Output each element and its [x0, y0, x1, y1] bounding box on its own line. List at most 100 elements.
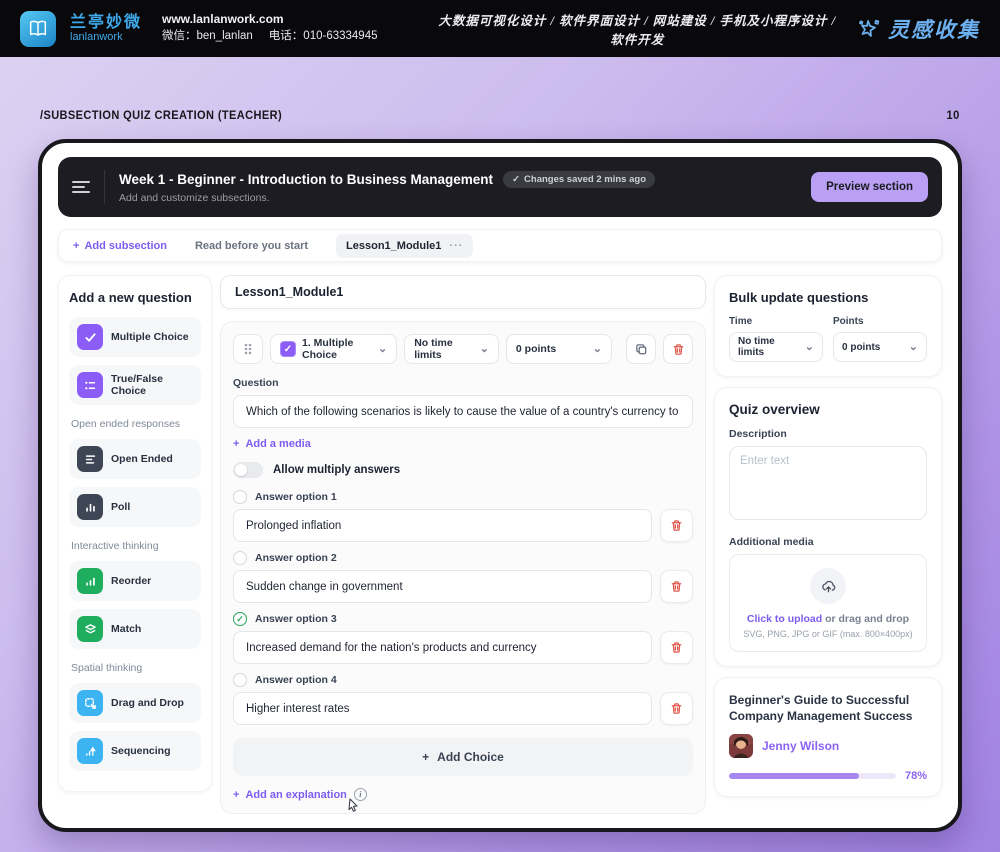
page-number: 10 — [946, 110, 960, 122]
avatar — [729, 734, 753, 759]
plus-icon: + — [233, 788, 240, 801]
sequencing-icon — [77, 738, 103, 764]
add-media-button[interactable]: + Add a media — [233, 438, 311, 450]
collect-logo-text: 灵感收集 — [888, 17, 980, 42]
course-title: Beginner's Guide to Successful Company M… — [729, 693, 913, 724]
chevron-down-icon: ⌄ — [479, 342, 489, 355]
bulk-points-select[interactable]: 0 points ⌄ — [833, 332, 927, 362]
correct-answer-radio-selected[interactable]: ✓ — [233, 612, 247, 626]
palette-title: Add a new question — [69, 290, 192, 305]
info-icon: i — [353, 788, 367, 801]
correct-answer-radio[interactable] — [233, 551, 247, 565]
click-to-upload-link[interactable]: Click to upload — [746, 613, 823, 625]
check-icon: ✓ — [512, 173, 521, 185]
additional-media-label: Additional media — [729, 536, 814, 548]
breadcrumb: /SUBSECTION QUIZ CREATION (TEACHER) — [40, 110, 283, 122]
palette-item-poll[interactable]: Poll — [69, 487, 201, 527]
description-textarea[interactable] — [729, 446, 927, 520]
media-upload-dropzone[interactable]: Click to upload or drag and drop SVG, PN… — [729, 554, 927, 652]
page-caption-row: /SUBSECTION QUIZ CREATION (TEACHER) 10 — [0, 110, 1000, 122]
correct-answer-radio[interactable] — [233, 673, 247, 687]
add-choice-button[interactable]: + Add Choice — [233, 738, 693, 776]
palette-item-sequencing[interactable]: Sequencing — [69, 731, 201, 771]
allow-multiple-label: Allow multiply answers — [273, 464, 401, 476]
upload-cloud-icon — [810, 568, 846, 604]
delete-question-button[interactable] — [663, 334, 693, 364]
brand-english: lanlanwork — [70, 31, 123, 44]
drag-drop-icon — [77, 690, 103, 716]
delete-option-button[interactable] — [660, 692, 693, 725]
answer-input[interactable] — [233, 631, 652, 664]
chevron-down-icon: ⌄ — [804, 340, 814, 353]
palette-item-open-ended[interactable]: Open Ended — [69, 439, 201, 479]
palette-item-drag-drop[interactable]: Drag and Drop — [69, 683, 201, 723]
lanlanwork-logo-icon — [20, 10, 56, 47]
palette-item-true-false[interactable]: True/False Choice — [69, 365, 201, 405]
bulk-time-select[interactable]: No time limits ⌄ — [729, 332, 823, 362]
correct-answer-radio[interactable] — [233, 490, 247, 504]
preview-section-button[interactable]: Preview section — [811, 172, 928, 202]
poll-icon — [77, 494, 103, 520]
tab-read-before-you-start[interactable]: Read before you start — [194, 239, 309, 252]
tab-options-icon[interactable]: ··· — [449, 239, 464, 252]
palette-item-match[interactable]: Match — [69, 609, 201, 649]
section-title: Week 1 - Beginner - Introduction to Busi… — [119, 171, 494, 187]
author-name[interactable]: Jenny Wilson — [762, 739, 840, 754]
delete-option-button[interactable] — [660, 570, 693, 603]
tab-lesson1-module1[interactable]: Lesson1_Module1 ··· — [336, 233, 474, 258]
brand-name: 兰亭妙微 lanlanwork — [70, 14, 142, 44]
answer-option-row: ✓ Answer option 3 — [233, 612, 693, 664]
bulk-update-card: Bulk update questions Time No time limit… — [714, 275, 942, 377]
time-label: Time — [729, 316, 753, 327]
question-toolbar: ✓ 1. Multiple Choice ⌄ No time limits ⌄ … — [233, 334, 693, 364]
duplicate-question-button[interactable] — [626, 334, 656, 364]
services-tagline: 大数据可视化设计 / 软件界面设计 / 网站建设 / 手机及小程序设计 / 软件… — [438, 13, 837, 47]
collect-logo: 灵感收集 — [857, 14, 980, 44]
progress-percent: 78% — [904, 770, 927, 783]
question-type-sidebar: Add a new question Multiple Choice True/… — [58, 275, 212, 792]
checkbox-icon: ✓ — [280, 341, 296, 357]
menu-icon[interactable] — [72, 181, 90, 193]
allow-multiple-toggle[interactable] — [233, 462, 263, 478]
right-rail: Bulk update questions Time No time limit… — [714, 275, 942, 798]
delete-option-button[interactable] — [660, 509, 693, 542]
open-ended-icon — [77, 446, 103, 472]
multiple-choice-icon — [77, 324, 103, 350]
question-type-select[interactable]: ✓ 1. Multiple Choice ⌄ — [270, 334, 398, 364]
time-limit-select[interactable]: No time limits ⌄ — [404, 334, 499, 364]
answer-option-row: Answer option 4 — [233, 673, 693, 725]
upload-hint: SVG, PNG, JPG or GIF (max. 800×400px) — [743, 629, 913, 639]
answer-option-row: Answer option 2 — [233, 551, 693, 603]
question-label: Question — [233, 377, 279, 389]
answer-option-row: Answer option 1 — [233, 490, 693, 542]
plus-icon: + — [73, 239, 80, 252]
question-input[interactable] — [233, 395, 693, 428]
brand-chinese: 兰亭妙微 — [70, 13, 143, 31]
points-select[interactable]: 0 points ⌄ — [505, 334, 612, 364]
add-explanation-button[interactable]: + Add an explanation — [233, 788, 347, 801]
sparkle-star-icon — [859, 19, 880, 37]
phone-number: 电话：010-63334945 — [268, 30, 378, 43]
reorder-icon — [77, 568, 103, 594]
plus-icon: + — [233, 438, 240, 450]
chevron-down-icon: ⌄ — [377, 342, 388, 355]
contact-info: www.lanlanwork.com 微信：ben_lanlan 电话：010-… — [162, 13, 377, 43]
answer-input[interactable] — [233, 570, 652, 603]
header-divider — [104, 170, 105, 204]
drag-handle[interactable] — [233, 334, 263, 364]
palette-section-open-ended: Open ended responses — [71, 418, 181, 430]
true-false-icon — [77, 372, 103, 398]
add-subsection-button[interactable]: + Add subsection — [73, 239, 167, 252]
answer-input[interactable] — [233, 692, 652, 725]
module-title-field[interactable]: Lesson1_Module1 — [220, 275, 706, 309]
website-url: www.lanlanwork.com — [162, 12, 284, 27]
delete-option-button[interactable] — [660, 631, 693, 664]
answer-input[interactable] — [233, 509, 652, 542]
top-brand-bar: 兰亭妙微 lanlanwork www.lanlanwork.com 微信：be… — [0, 0, 1000, 57]
palette-item-reorder[interactable]: Reorder — [69, 561, 201, 601]
bulk-update-title: Bulk update questions — [729, 290, 869, 305]
app-frame: Week 1 - Beginner - Introduction to Busi… — [38, 139, 962, 832]
palette-section-interactive: Interactive thinking — [71, 540, 159, 552]
palette-item-multiple-choice[interactable]: Multiple Choice — [69, 317, 201, 357]
chevron-down-icon: ⌄ — [592, 342, 602, 355]
